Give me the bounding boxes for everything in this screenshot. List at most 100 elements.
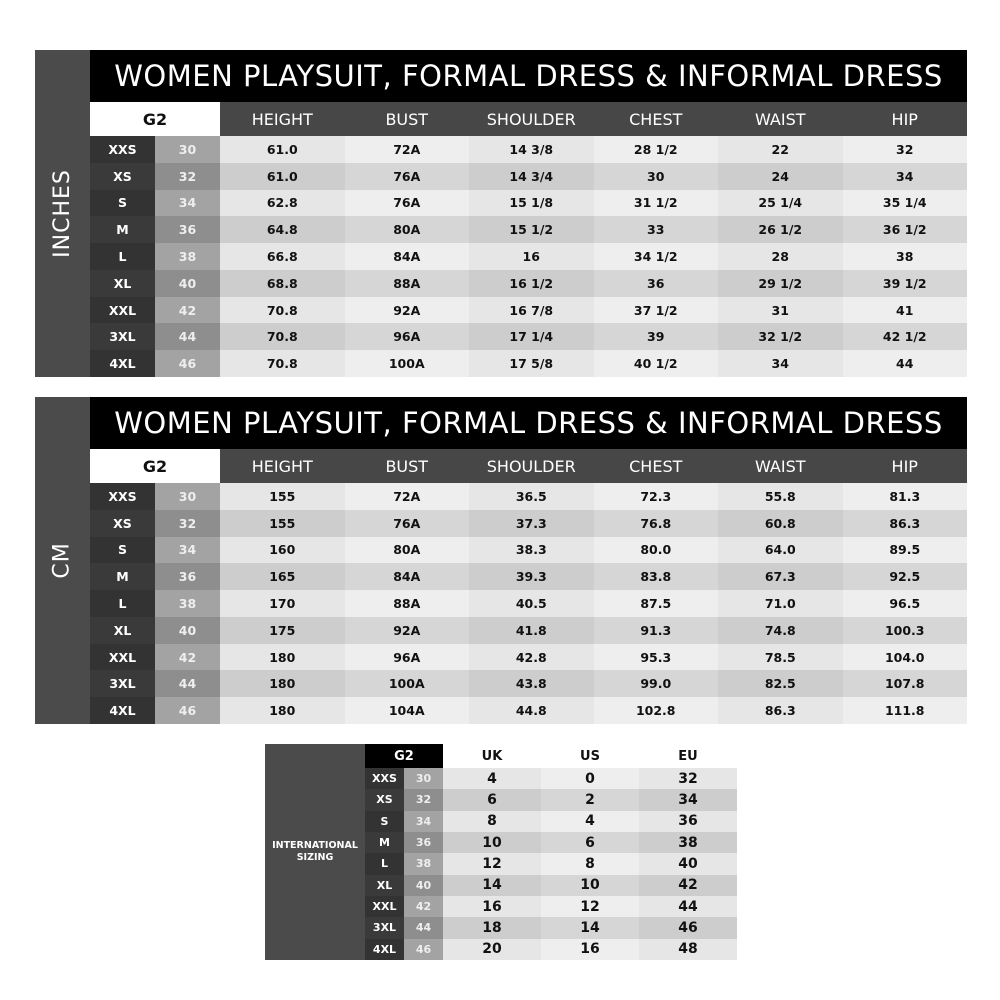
size-label: XL — [90, 616, 155, 644]
table-cell: 12 — [443, 853, 541, 875]
size-label: 4XL — [90, 697, 155, 725]
g2-number: 44 — [155, 670, 220, 698]
g2-number: 32 — [155, 509, 220, 537]
table-cell: 38 — [842, 243, 967, 270]
table-cell: 72.3 — [593, 483, 718, 510]
size-label: XS — [90, 162, 155, 190]
table-row: XS 32 155 76A 37.3 76.8 60.8 86.3 — [90, 509, 967, 537]
table-cell: 34 1/2 — [593, 243, 718, 270]
table-cell: 99.0 — [593, 670, 718, 698]
table-cell: 35 1/4 — [842, 189, 967, 217]
unit-label-panel: INCHES — [35, 50, 90, 377]
table-row: M 36 165 84A 39.3 83.8 67.3 92.5 — [90, 563, 967, 591]
size-label: M — [90, 563, 155, 591]
table-cell: 61.0 — [220, 162, 345, 190]
data-rows: XXS 30 61.0 72A 14 3/8 28 1/2 22 32 XS 32 61.0 76A 1… — [90, 136, 967, 378]
table-cell: 28 — [718, 243, 843, 270]
table-cell: 34 — [842, 162, 967, 190]
table-cell: 16 — [443, 895, 541, 918]
table-cell: 34 — [639, 789, 737, 811]
g2-number: 46 — [155, 697, 220, 725]
table-cell: 95.3 — [593, 643, 718, 671]
table-cell: 80A — [344, 536, 469, 564]
table-cell: 38.3 — [469, 536, 594, 564]
inches-size-table: INCHES WOMEN PLAYSUIT, FORMAL DRESS & INF… — [35, 50, 967, 378]
table-cell: 83.8 — [593, 563, 718, 591]
table-cell: 104.0 — [842, 643, 967, 671]
table-cell: 66.8 — [220, 243, 345, 270]
column-header: UK — [481, 748, 503, 764]
table-cell: 92.5 — [842, 563, 967, 591]
g2-number: 36 — [155, 563, 220, 591]
table-cell: 40 1/2 — [593, 350, 718, 378]
table-cell: 70.8 — [220, 323, 345, 351]
column-header: HIP — [891, 456, 918, 476]
table-cell: 170 — [220, 590, 345, 617]
table-cell: 175 — [220, 616, 345, 644]
table-cell: 61.0 — [220, 136, 345, 163]
g2-number: 42 — [155, 643, 220, 671]
size-label: XS — [365, 789, 404, 811]
table-cell: 37.3 — [469, 509, 594, 537]
column-header: HEIGHT — [251, 109, 313, 129]
g2-header: G2 — [90, 449, 220, 483]
table-cell: 40.5 — [469, 590, 594, 617]
table-row: S 34 8 4 36 — [365, 810, 737, 832]
table-cell: 29 1/2 — [718, 269, 843, 297]
table-cell: 71.0 — [718, 590, 843, 617]
g2-number: 46 — [155, 350, 220, 378]
table-cell: 92A — [344, 616, 469, 644]
table-cell: 15 1/8 — [469, 189, 594, 217]
table-row: 3XL 44 18 14 46 — [365, 917, 737, 939]
table-cell: 16 — [469, 243, 594, 270]
g2-header: G2 — [365, 744, 443, 768]
g2-number: 42 — [155, 296, 220, 324]
table-row: XXS 30 4 0 32 — [365, 768, 737, 790]
table-cell: 160 — [220, 536, 345, 564]
table-title: WOMEN PLAYSUIT, FORMAL DRESS & INFORMAL … — [90, 50, 967, 102]
g2-number: 36 — [404, 831, 443, 854]
g2-number: 46 — [404, 938, 443, 960]
table-cell: 15 1/2 — [469, 216, 594, 244]
table-cell: 91.3 — [593, 616, 718, 644]
table-cell: 8 — [443, 810, 541, 832]
table-cell: 80A — [344, 216, 469, 244]
table-cell: 76A — [344, 162, 469, 190]
size-label: S — [90, 189, 155, 217]
g2-number: 40 — [404, 874, 443, 896]
header-row: G2 HEIGHT BUST SHOULDER CHEST WAIST HIP — [90, 449, 967, 483]
column-header: EU — [678, 748, 698, 764]
table-cell: 39 — [593, 323, 718, 351]
header-row: G2 HEIGHT BUST SHOULDER CHEST WAIST HIP — [90, 102, 967, 136]
column-header: SHOULDER — [486, 456, 576, 476]
table-cell: 16 7/8 — [469, 296, 594, 324]
table-row: M 36 10 6 38 — [365, 831, 737, 854]
table-row: L 38 66.8 84A 16 34 1/2 28 38 — [90, 243, 967, 270]
table-cell: 96A — [344, 323, 469, 351]
size-label: M — [90, 216, 155, 244]
table-cell: 41.8 — [469, 616, 594, 644]
table-cell: 100.3 — [842, 616, 967, 644]
table-cell: 24 — [718, 162, 843, 190]
table-cell: 4 — [541, 810, 639, 832]
table-cell: 4 — [443, 768, 541, 790]
column-header: BUST — [385, 456, 429, 476]
g2-header: G2 — [90, 102, 220, 136]
table-cell: 55.8 — [718, 483, 843, 510]
table-cell: 74.8 — [718, 616, 843, 644]
table-cell: 64.0 — [718, 536, 843, 564]
table-row: S 34 62.8 76A 15 1/8 31 1/2 25 1/4 35 1/4 — [90, 189, 967, 217]
table-cell: 64.8 — [220, 216, 345, 244]
table-cell: 72A — [344, 136, 469, 163]
table-cell: 6 — [443, 789, 541, 811]
table-cell: 6 — [541, 831, 639, 854]
table-cell: 72A — [344, 483, 469, 510]
table-cell: 10 — [443, 831, 541, 854]
table-row: L 38 170 88A 40.5 87.5 71.0 96.5 — [90, 590, 967, 617]
table-cell: 36 — [639, 810, 737, 832]
table-cell: 36.5 — [469, 483, 594, 510]
table-cell: 17 1/4 — [469, 323, 594, 351]
g2-number: 40 — [155, 616, 220, 644]
table-cell: 76A — [344, 189, 469, 217]
table-cell: 68.8 — [220, 269, 345, 297]
